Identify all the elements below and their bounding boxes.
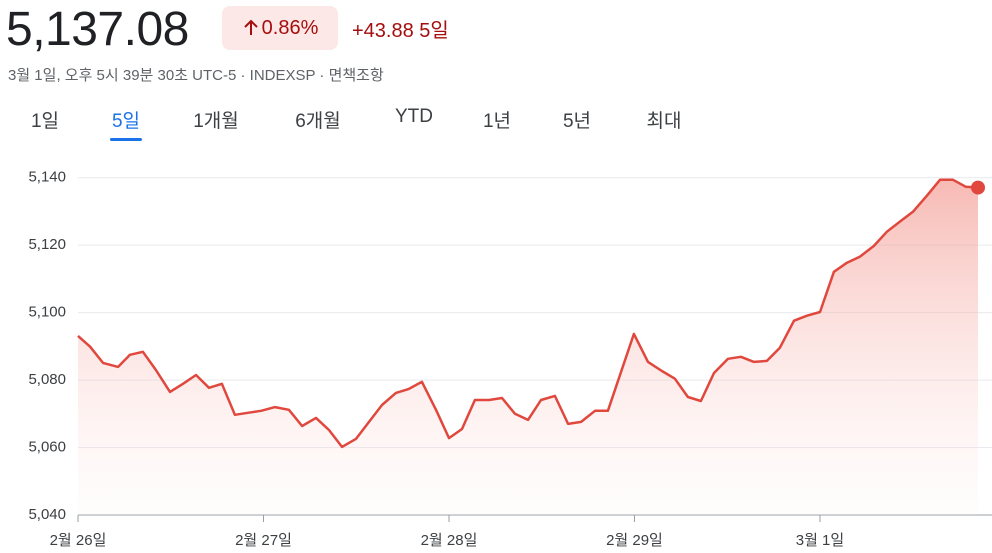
x-tick-label: 3월 1일 <box>796 532 844 549</box>
x-tick-label: 2월 29일 <box>606 532 663 549</box>
change-pct: 0.86% <box>261 16 319 39</box>
range-tab[interactable]: YTD <box>395 106 433 127</box>
y-tick-label: 5,040 <box>28 506 66 523</box>
price: 5,137.08 <box>6 3 189 56</box>
last-point <box>971 180 985 195</box>
change-value: +43.88 <box>352 20 414 42</box>
y-tick-label: 5,080 <box>28 371 66 388</box>
range-tab[interactable]: 5일 <box>109 106 143 141</box>
range-tab[interactable]: 1년 <box>482 111 512 132</box>
y-tick-label: 5,120 <box>28 236 66 253</box>
range-tabs: 1일 5일 1개월 6개월 YTD 1년 5년 최대 <box>0 102 992 141</box>
price-line <box>77 178 979 449</box>
change-badge: 0.86% <box>222 6 338 50</box>
period: 5일 <box>419 20 449 42</box>
up-arrow <box>243 19 258 35</box>
area-fill <box>78 179 978 516</box>
x-tick-label: 2월 27일 <box>235 532 292 549</box>
subtitle: 3월 1일, 오후 5시 39분 30초 UTC-5 · INDEXSP · 면… <box>8 67 384 84</box>
range-tab[interactable]: 1일 <box>30 111 60 132</box>
range-tab[interactable]: 1개월 <box>193 111 239 132</box>
y-tick-label: 5,060 <box>28 439 66 456</box>
x-tick-label: 2월 26일 <box>50 532 107 549</box>
y-tick-label: 5,140 <box>28 169 66 186</box>
range-tab[interactable]: 최대 <box>646 111 682 132</box>
y-tick-label: 5,100 <box>28 304 66 321</box>
change: +43.88 5일 <box>352 14 449 43</box>
range-tab[interactable]: 5년 <box>562 111 592 132</box>
x-tick-label: 2월 28일 <box>421 532 478 549</box>
range-tab[interactable]: 6개월 <box>295 111 341 132</box>
